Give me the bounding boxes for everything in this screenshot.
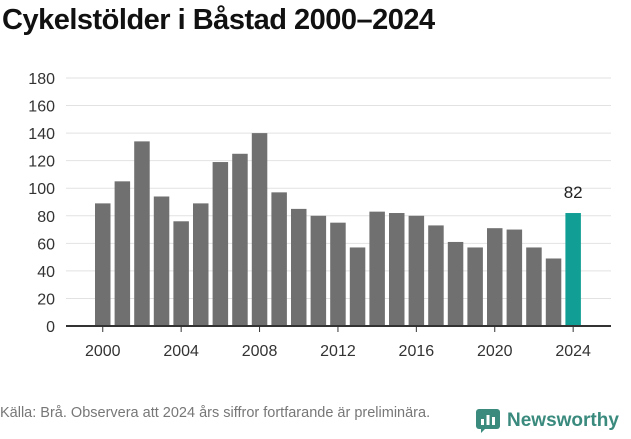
bar-2015 (389, 213, 405, 326)
bar-2022 (526, 247, 542, 326)
y-tick-label: 180 (28, 71, 55, 88)
x-tick-label: 2004 (163, 343, 199, 360)
y-tick-label: 20 (37, 291, 55, 308)
y-axis-tick-labels: 0 20 40 60 80 100 120 140 160 180 (28, 71, 55, 336)
y-tick-label: 100 (28, 181, 55, 198)
y-tick-label: 160 (28, 99, 55, 116)
newsworthy-logo: Newsworthy (475, 408, 619, 434)
x-tick-label: 2020 (477, 343, 513, 360)
bar-2010 (291, 208, 307, 326)
x-axis-ticks: 2000 2004 2008 2012 2016 2020 2024 (85, 326, 591, 360)
bar-2014 (369, 211, 385, 326)
y-tick-label: 80 (37, 209, 55, 226)
bar-2012 (330, 222, 346, 326)
bar-2011 (310, 215, 327, 326)
data-labels: 82 (564, 183, 583, 202)
bar-2007 (232, 153, 248, 326)
bar-2000 (95, 203, 111, 326)
y-tick-label: 40 (37, 264, 55, 281)
x-tick-label: 2008 (242, 343, 278, 360)
bar-2005 (193, 203, 209, 326)
bar-2016 (408, 215, 425, 326)
bar-2017 (428, 225, 444, 326)
y-tick-label: 140 (28, 126, 55, 143)
bar-2021 (506, 229, 523, 326)
bar-chart: 0 20 40 60 80 100 120 140 160 180 2000 2004 2008 201… (28, 71, 611, 360)
bar-2008 (251, 133, 268, 326)
x-tick-label: 2000 (85, 343, 121, 360)
x-tick-label: 2012 (320, 343, 356, 360)
bar-2013 (349, 247, 366, 326)
bar-2002 (134, 141, 150, 326)
data-label-2024: 82 (564, 183, 583, 202)
newsworthy-logo-icon (476, 409, 500, 433)
brand-name: Newsworthy (507, 410, 619, 431)
x-tick-label: 2024 (555, 343, 591, 360)
bar-2024 (565, 213, 581, 326)
x-tick-label: 2016 (399, 343, 435, 360)
y-tick-label: 60 (37, 236, 55, 253)
bar-2023 (545, 258, 562, 326)
bar-2018 (447, 241, 464, 326)
source-note: Källa: Brå. Observera att 2024 års siffr… (0, 405, 431, 421)
bar-2019 (467, 247, 483, 326)
bar-2001 (114, 181, 131, 326)
chart-title: Cykelstölder i Båstad 2000–2024 (2, 4, 435, 36)
bar-2003 (153, 196, 170, 326)
bar-2009 (271, 192, 287, 326)
y-tick-label: 120 (28, 154, 55, 171)
bar-2020 (487, 228, 503, 326)
bar-2004 (173, 221, 189, 326)
bar-2006 (212, 162, 229, 326)
y-tick-label: 0 (46, 319, 55, 336)
bars (95, 133, 581, 326)
